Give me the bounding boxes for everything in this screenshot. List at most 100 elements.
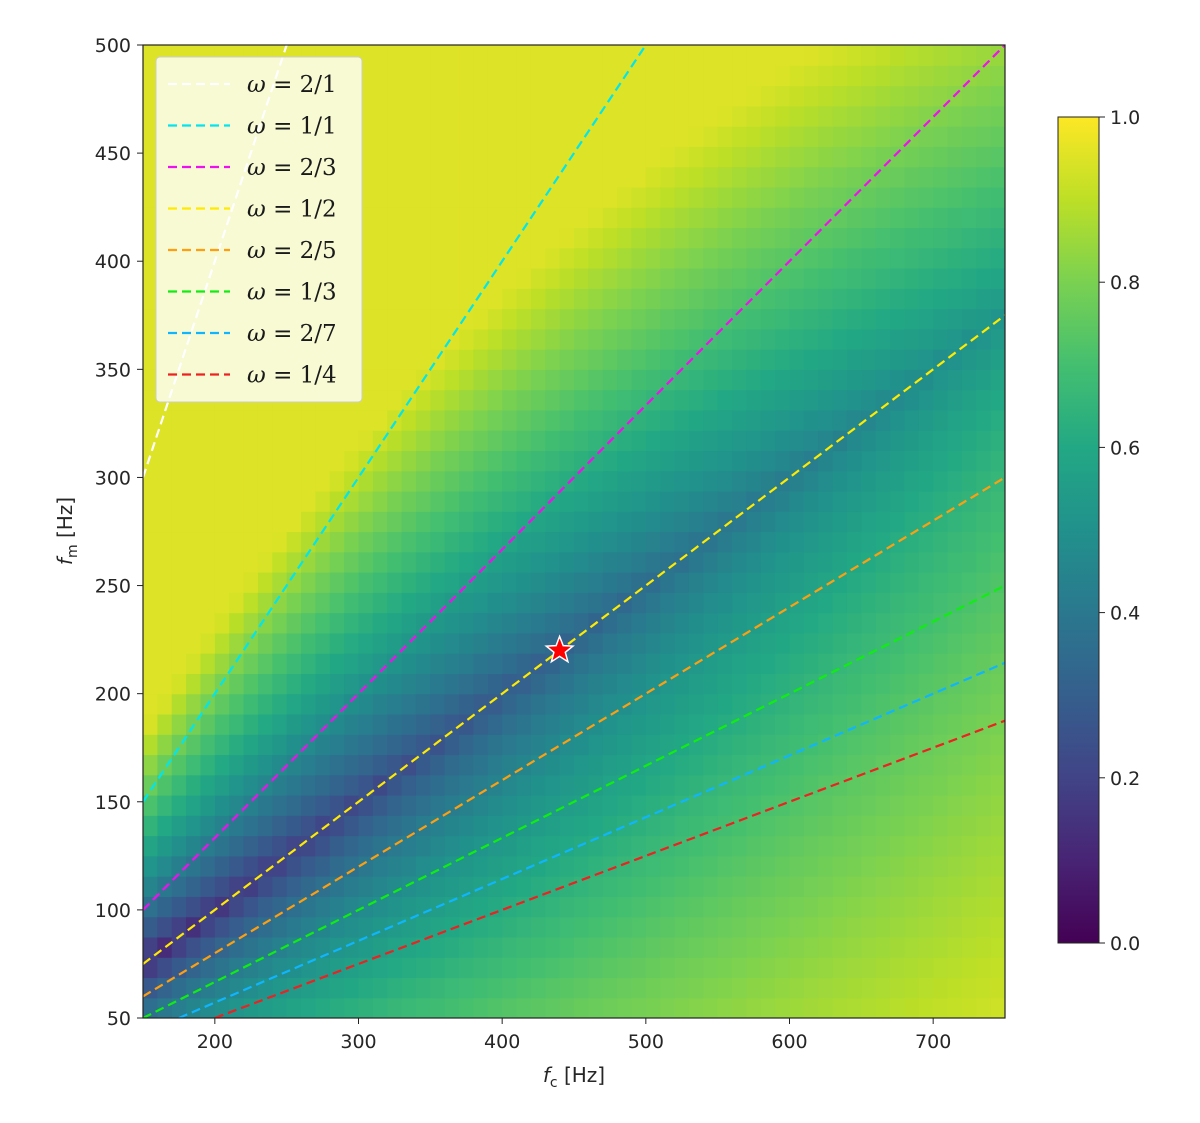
heatmap-cell	[617, 835, 633, 857]
heatmap-cell	[574, 166, 589, 188]
heatmap-cell	[171, 774, 187, 796]
heatmap-cell	[933, 227, 949, 249]
heatmap-cell	[186, 896, 202, 918]
heatmap-cell	[775, 774, 791, 796]
heatmap-cell	[415, 247, 431, 269]
heatmap-cell	[574, 997, 589, 1018]
heatmap-cell	[473, 490, 489, 512]
heatmap-cell	[832, 65, 848, 87]
heatmap-cell	[387, 247, 403, 269]
heatmap-cell	[990, 876, 1005, 897]
heatmap-cell	[301, 450, 316, 472]
heatmap-cell	[976, 470, 992, 492]
heatmap-cell	[947, 855, 963, 877]
heatmap-cell	[976, 734, 992, 756]
heatmap-cell	[933, 754, 949, 776]
heatmap-cell	[214, 916, 230, 938]
heatmap-cell	[315, 957, 331, 979]
heatmap-cell	[171, 876, 187, 897]
heatmap-cell	[775, 936, 791, 958]
heatmap-cell	[789, 45, 805, 66]
heatmap-cell	[545, 977, 561, 999]
heatmap-cell	[459, 693, 475, 715]
y-tick-label: 100	[95, 900, 131, 922]
heatmap-cell	[861, 815, 877, 837]
heatmap-cell	[272, 653, 288, 674]
heatmap-cell	[789, 612, 805, 634]
heatmap-cell	[487, 815, 503, 837]
heatmap-cell	[459, 977, 475, 999]
heatmap-cell	[732, 389, 747, 411]
heatmap-cell	[401, 754, 417, 776]
heatmap-cell	[990, 105, 1005, 127]
heatmap-cell	[918, 774, 934, 796]
heatmap-cell	[660, 409, 676, 431]
heatmap-cell	[257, 835, 273, 857]
heatmap-cell	[674, 490, 690, 512]
heatmap-cell	[617, 754, 633, 776]
heatmap-cell	[401, 795, 417, 816]
heatmap-cell	[717, 916, 733, 938]
heatmap-cell	[301, 673, 316, 695]
heatmap-cell	[961, 409, 977, 431]
heatmap-cell	[574, 430, 589, 452]
heatmap-cell	[444, 693, 460, 715]
heatmap-cell	[487, 653, 503, 674]
heatmap-cell	[301, 795, 316, 816]
heatmap-cell	[143, 409, 158, 431]
heatmap-cell	[846, 267, 862, 289]
heatmap-cell	[617, 653, 633, 674]
heatmap-cell	[890, 977, 906, 999]
heatmap-cell	[186, 693, 202, 715]
heatmap-cell	[775, 754, 791, 776]
heatmap-cell	[890, 896, 906, 918]
heatmap-cell	[789, 126, 805, 147]
heatmap-cell	[329, 957, 345, 979]
heatmap-cell	[631, 409, 647, 431]
heatmap-cell	[473, 389, 489, 411]
heatmap-cell	[760, 896, 776, 918]
heatmap-cell	[516, 774, 532, 796]
heatmap-cell	[243, 592, 259, 614]
heatmap-cell	[214, 936, 230, 958]
heatmap-cell	[717, 612, 733, 634]
heatmap-cell	[775, 835, 791, 857]
heatmap-cell	[933, 65, 949, 87]
heatmap-cell	[933, 876, 949, 897]
heatmap-cell	[387, 450, 403, 472]
heatmap-cell	[832, 227, 848, 249]
heatmap-cell	[459, 349, 475, 370]
heatmap-cell	[760, 754, 776, 776]
heatmap-cell	[243, 997, 259, 1018]
heatmap-cell	[832, 795, 848, 816]
heatmap-cell	[703, 430, 719, 452]
heatmap-cell	[760, 855, 776, 877]
heatmap-cell	[846, 409, 862, 431]
heatmap-cell	[688, 470, 704, 492]
heatmap-cell	[832, 146, 848, 168]
heatmap-cell	[487, 997, 503, 1018]
heatmap-cell	[660, 288, 676, 310]
heatmap-cell	[631, 450, 647, 472]
heatmap-cell	[861, 105, 877, 127]
heatmap-cell	[631, 592, 647, 614]
heatmap-cell	[487, 795, 503, 816]
heatmap-cell	[760, 85, 776, 107]
heatmap-cell	[387, 774, 403, 796]
heatmap-cell	[674, 267, 690, 289]
heatmap-cell	[502, 267, 518, 289]
heatmap-cell	[502, 308, 518, 330]
heatmap-cell	[660, 389, 676, 411]
heatmap-cell	[861, 592, 877, 614]
heatmap-cell	[358, 592, 374, 614]
heatmap-cell	[143, 734, 158, 756]
heatmap-cell	[257, 957, 273, 979]
heatmap-cell	[459, 65, 475, 87]
heatmap-cell	[430, 653, 446, 674]
heatmap-cell	[602, 166, 618, 188]
heatmap-cell	[301, 632, 316, 654]
heatmap-cell	[890, 126, 906, 147]
heatmap-cell	[674, 835, 690, 857]
heatmap-cell	[746, 430, 762, 452]
heatmap-cell	[904, 409, 920, 431]
